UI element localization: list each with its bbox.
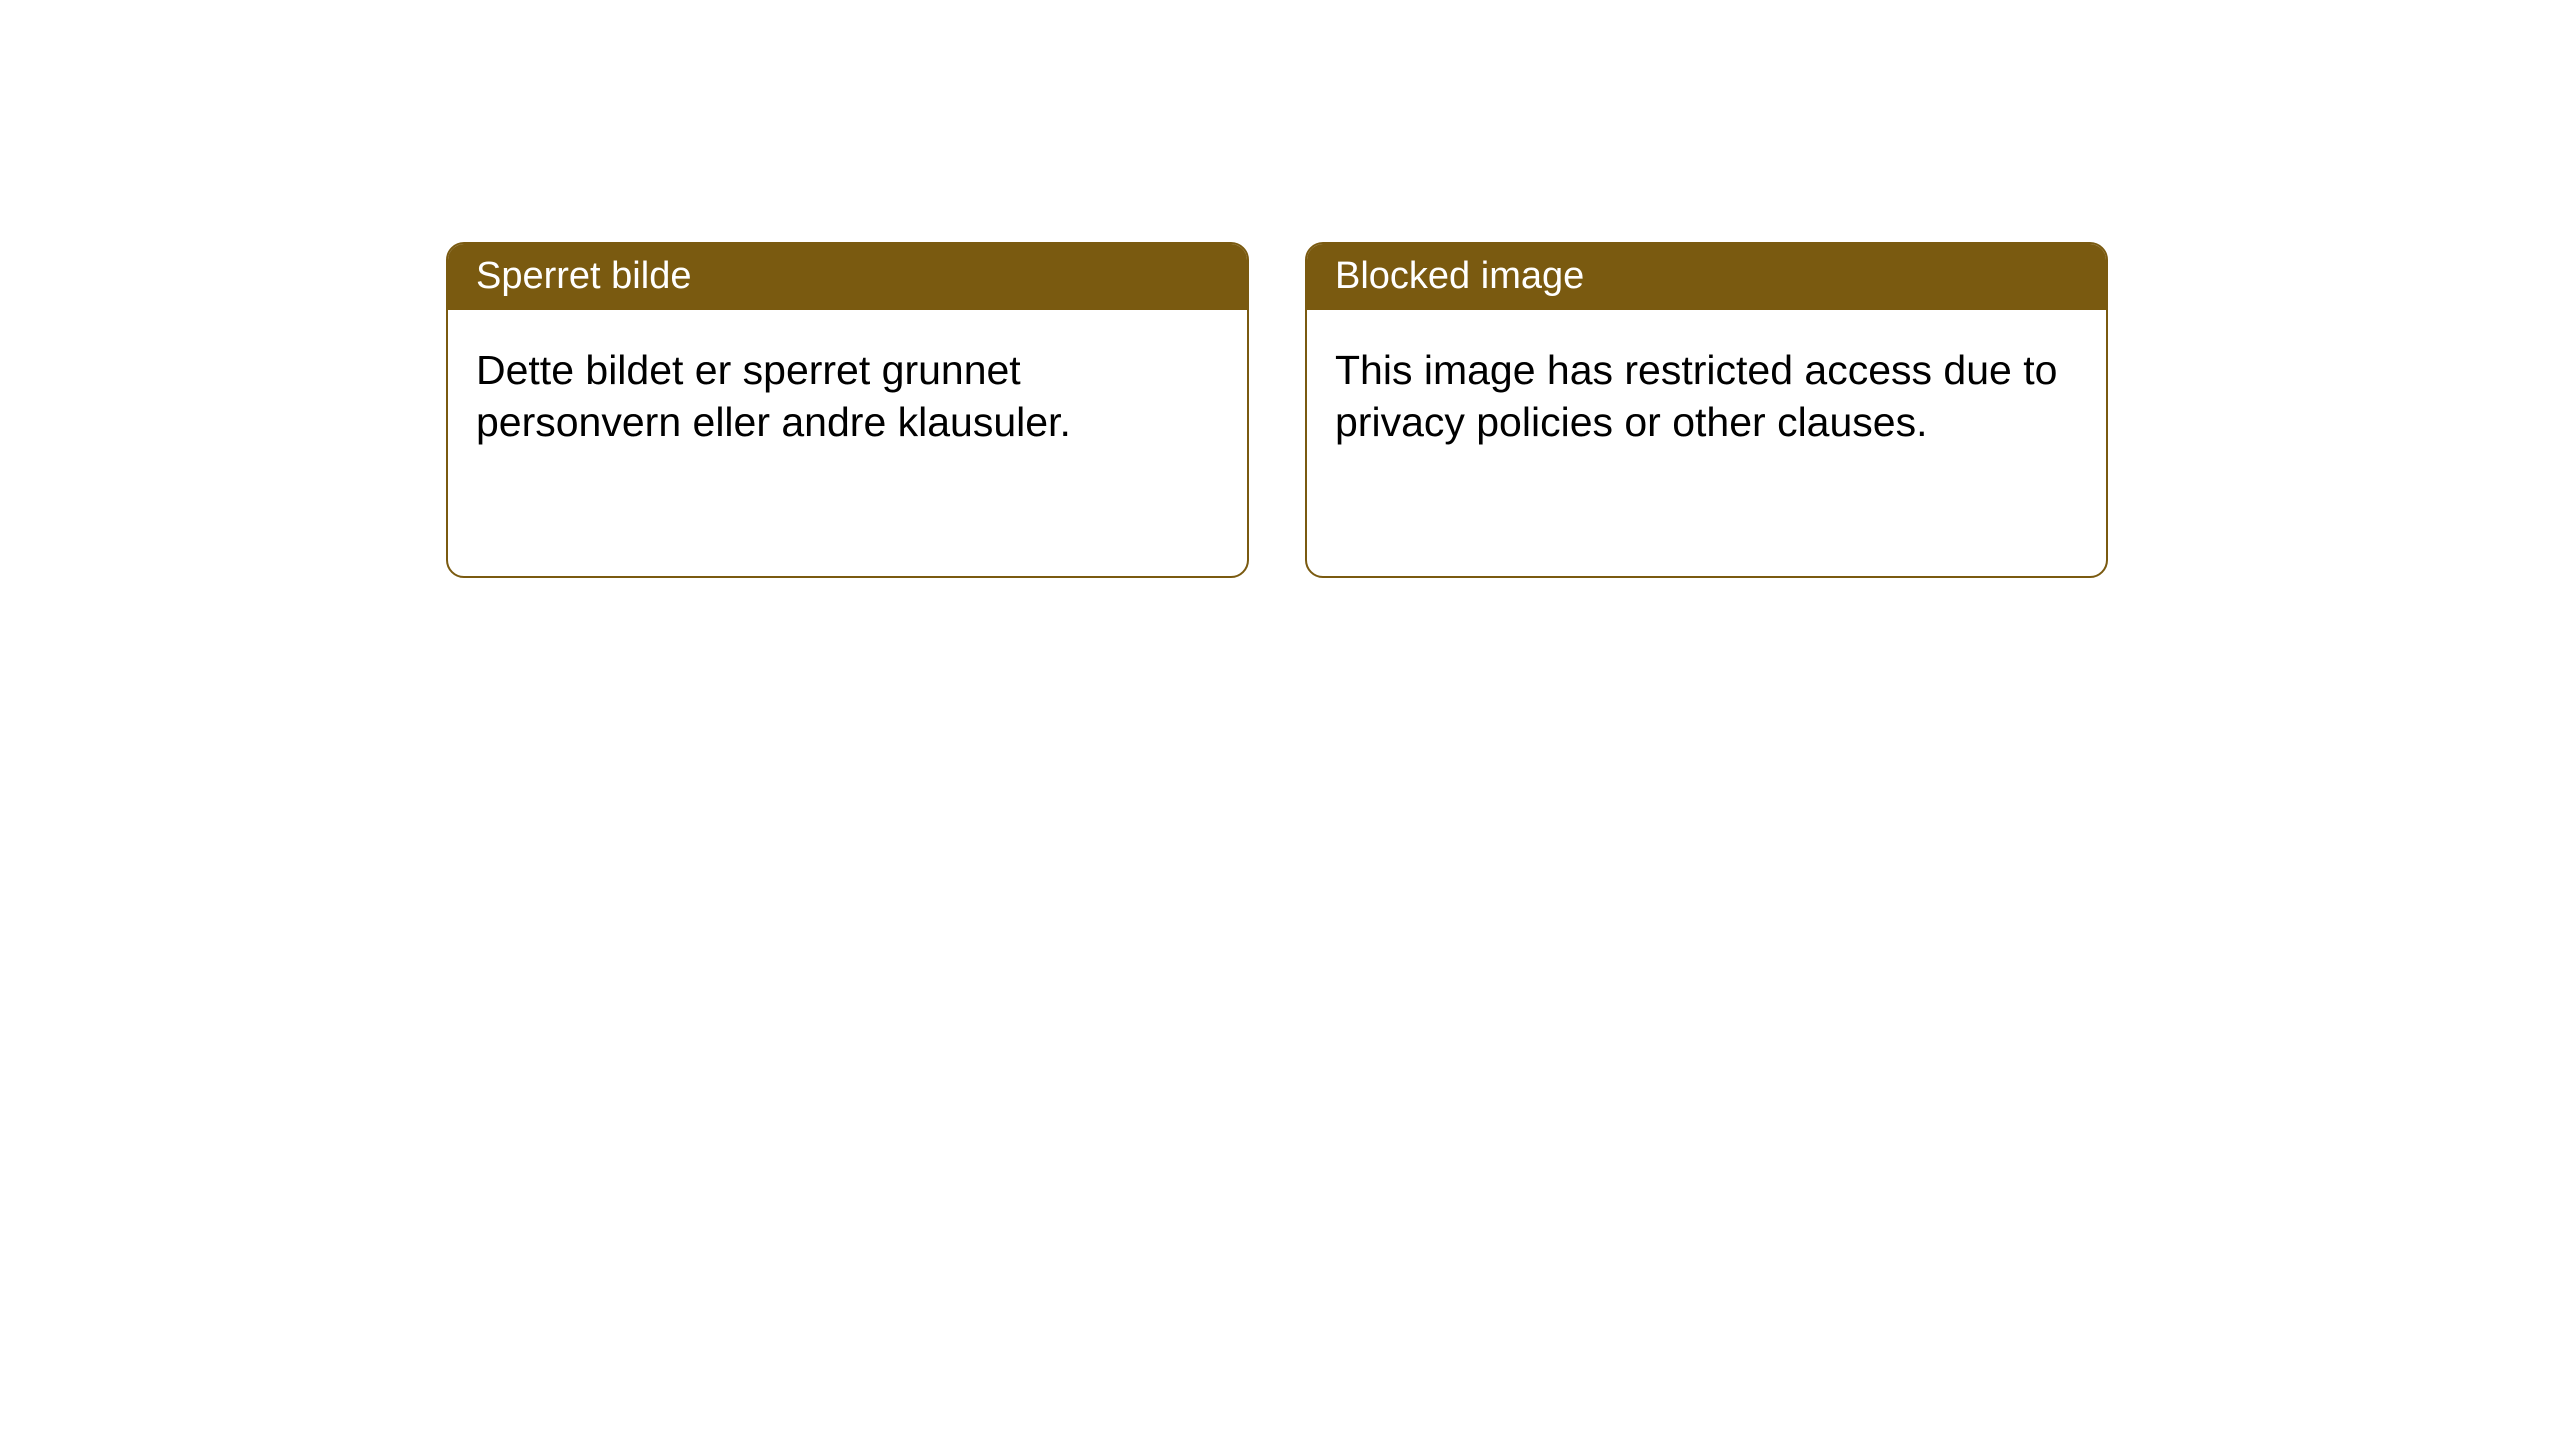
- notice-card-no: Sperret bilde Dette bildet er sperret gr…: [446, 242, 1249, 578]
- notice-card-en: Blocked image This image has restricted …: [1305, 242, 2108, 578]
- notice-cards-container: Sperret bilde Dette bildet er sperret gr…: [446, 242, 2108, 578]
- notice-card-body: This image has restricted access due to …: [1307, 310, 2106, 483]
- notice-card-title: Sperret bilde: [448, 244, 1247, 310]
- notice-card-body: Dette bildet er sperret grunnet personve…: [448, 310, 1247, 483]
- notice-card-title: Blocked image: [1307, 244, 2106, 310]
